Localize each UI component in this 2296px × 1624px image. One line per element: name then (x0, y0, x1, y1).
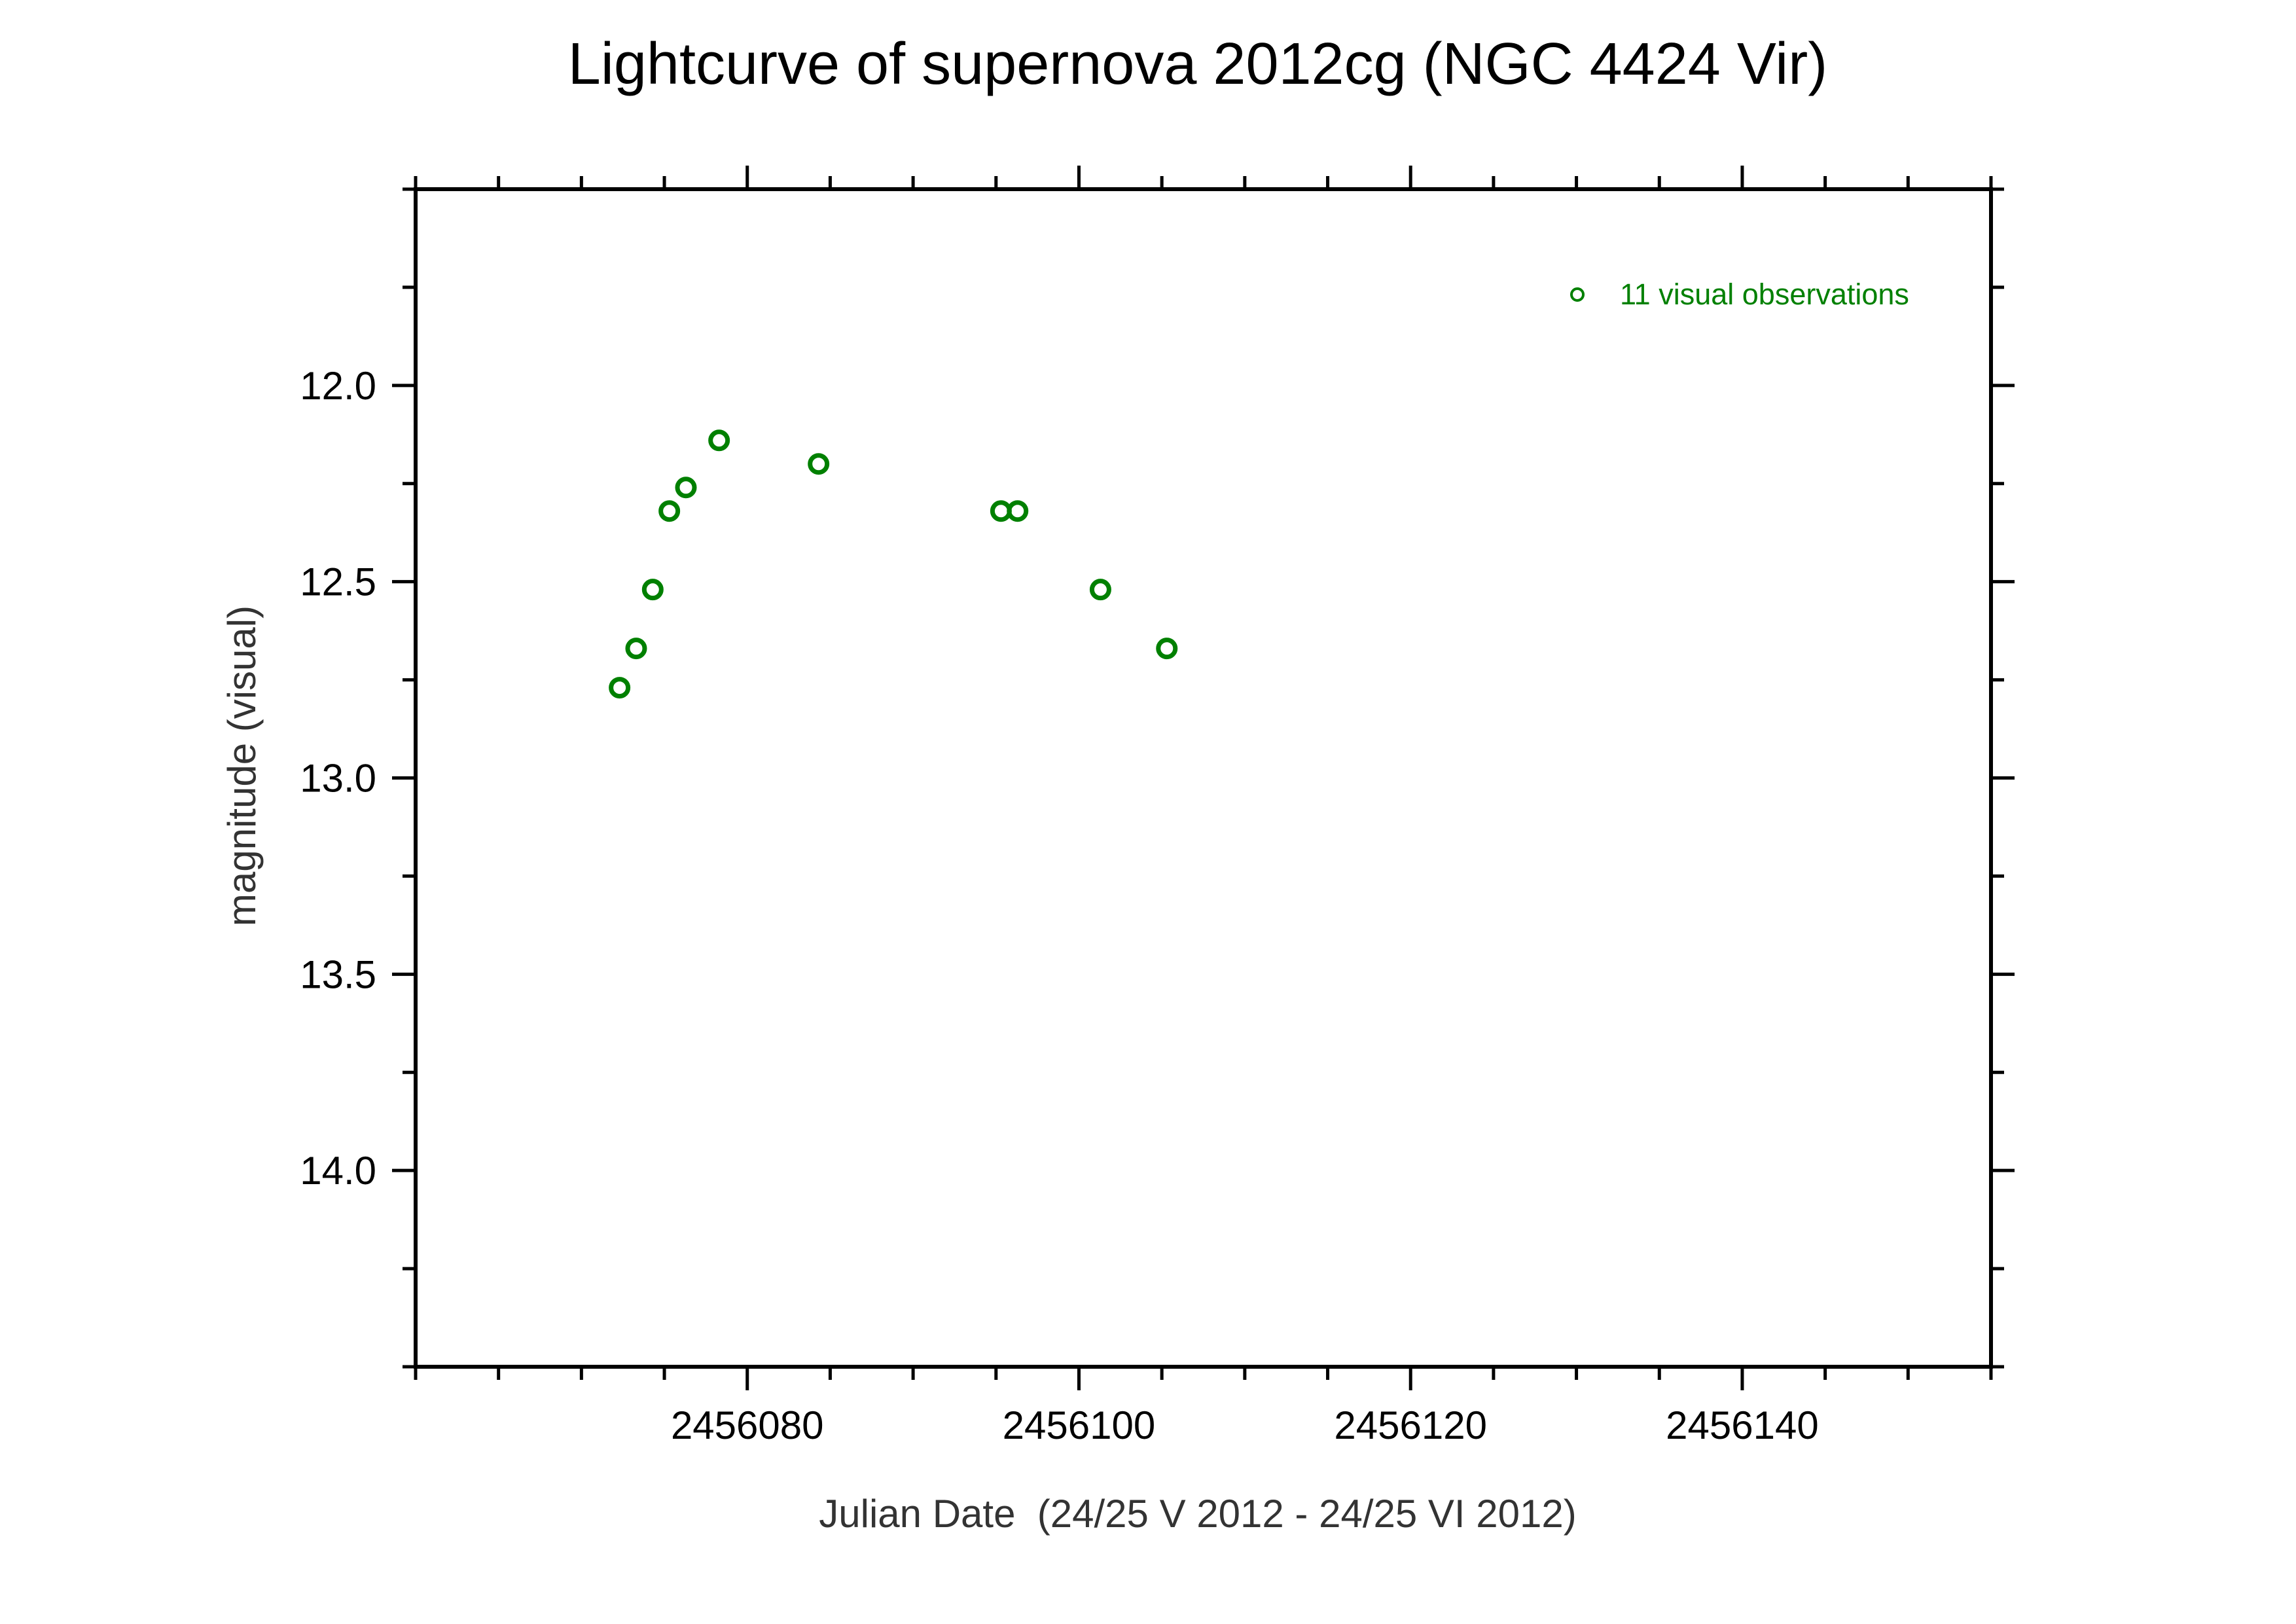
data-point (1007, 500, 1029, 522)
legend-marker (1570, 287, 1585, 302)
data-point (641, 579, 664, 601)
x-tick-label: 2456120 (1334, 1403, 1487, 1447)
data-point (1089, 579, 1111, 601)
data-point (625, 638, 647, 660)
x-tick-label: 2456140 (1666, 1403, 1819, 1447)
y-tick-label: 14.0 (300, 1149, 376, 1193)
data-point (658, 500, 681, 522)
data-point (808, 453, 830, 475)
y-tick-label: 12.0 (300, 364, 376, 408)
y-tick-label: 13.0 (300, 757, 376, 801)
data-point (1156, 638, 1178, 660)
y-tick-label: 13.5 (300, 952, 376, 996)
chart-title: Lightcurve of supernova 2012cg (NGC 4424… (568, 31, 1827, 97)
x-tick-label: 2456080 (671, 1403, 824, 1447)
plot-area: 2456080 2456100 2456120 2456140 12.0 12.5 13.0… (300, 166, 2015, 1447)
data-point (609, 677, 631, 699)
y-axis-label: magnitude (visual) (220, 605, 264, 926)
plot-frame (414, 187, 1993, 1369)
x-axis-label: Julian Date (24/25 V 2012 - 24/25 VI 201… (819, 1492, 1576, 1536)
legend: 11 visual observations (1570, 278, 1909, 311)
x-tick-label: 2456100 (1003, 1403, 1156, 1447)
data-point (675, 477, 697, 499)
y-tick-label: 12.5 (300, 560, 376, 604)
legend-label: 11 visual observations (1620, 278, 1909, 311)
data-point (708, 429, 730, 452)
